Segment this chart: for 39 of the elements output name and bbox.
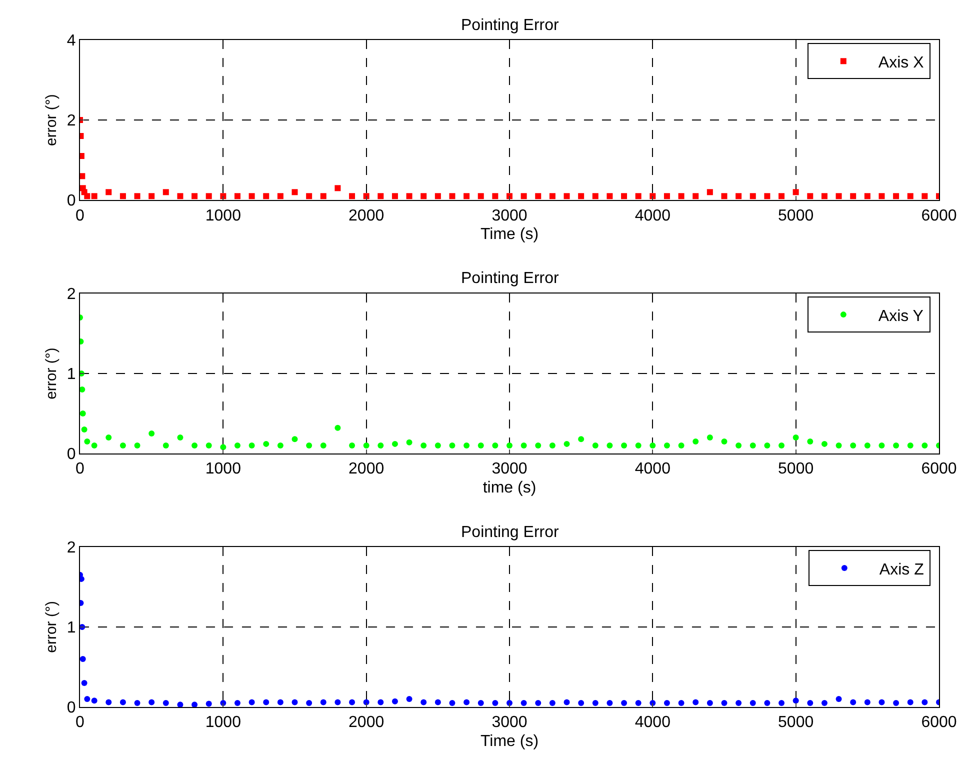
x-tick-label: 4000 (634, 460, 671, 478)
x-tick-label: 3000 (492, 207, 528, 224)
x-tick-label: 1000 (205, 714, 242, 732)
x-tick-label: 5000 (778, 460, 814, 478)
x-tick-label: 4000 (634, 714, 671, 732)
y-tick-label: 2 (66, 112, 76, 130)
x-tick-label: 6000 (921, 460, 957, 478)
chart-title: Pointing Error (461, 17, 560, 34)
legend-label: Axis Y (878, 308, 924, 325)
x-axis-title: Time (s) (480, 732, 539, 750)
y-axis-title: error (°) (43, 601, 60, 653)
legend-label: Axis X (878, 54, 924, 72)
x-tick-label: 6000 (921, 714, 957, 732)
x-axis-title: time (s) (482, 479, 536, 496)
y-tick-label: 0 (66, 700, 76, 717)
x-tick-label: 3000 (492, 460, 528, 478)
y-tick-label: 4 (66, 32, 76, 50)
x-tick-label: 4000 (634, 207, 671, 224)
y-tick-label: 2 (66, 540, 76, 557)
y-tick-label: 0 (66, 192, 76, 210)
y-tick-label: 2 (66, 286, 76, 304)
x-axis-title: Time (s) (480, 226, 539, 243)
legend-label: Axis Z (879, 561, 924, 578)
y-tick-label: 0 (66, 446, 76, 464)
x-tick-label: 3000 (492, 714, 528, 732)
x-tick-label: 6000 (921, 207, 957, 224)
x-tick-label: 1000 (205, 207, 242, 224)
x-tick-label: 1000 (205, 460, 242, 478)
y-axis-title: error (°) (43, 348, 60, 400)
x-tick-label: 2000 (348, 460, 384, 478)
chart-title: Pointing Error (461, 524, 560, 541)
y-tick-label: 1 (66, 366, 76, 384)
x-tick-label: 2000 (348, 207, 384, 224)
y-axis-title: error (°) (43, 94, 60, 146)
x-tick-label: 5000 (778, 207, 814, 224)
y-tick-label: 1 (66, 620, 76, 637)
x-tick-label: 2000 (348, 714, 384, 732)
x-tick-label: 5000 (778, 714, 814, 732)
chart-title: Pointing Error (461, 270, 560, 287)
